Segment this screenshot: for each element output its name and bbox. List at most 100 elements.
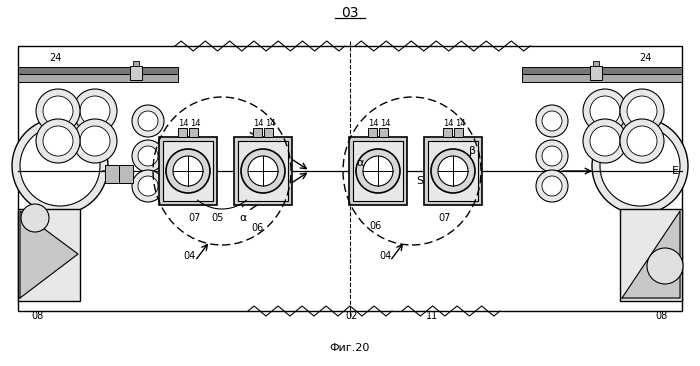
Text: 05: 05 (212, 213, 224, 223)
Circle shape (138, 176, 158, 196)
Text: β: β (468, 146, 475, 156)
Text: 03: 03 (342, 6, 358, 20)
Circle shape (356, 149, 400, 193)
Bar (593, 61, 599, 66)
Text: 04: 04 (379, 251, 391, 261)
Circle shape (73, 119, 117, 163)
Circle shape (542, 146, 562, 166)
Circle shape (583, 119, 627, 163)
Text: 06: 06 (252, 223, 264, 233)
Circle shape (80, 126, 110, 156)
Circle shape (627, 96, 657, 126)
Circle shape (627, 126, 657, 156)
Circle shape (438, 156, 468, 186)
Circle shape (132, 140, 164, 172)
Circle shape (173, 156, 203, 186)
Circle shape (138, 146, 158, 166)
Circle shape (43, 126, 73, 156)
Bar (189, 128, 198, 137)
Text: 06: 06 (369, 221, 381, 231)
Circle shape (73, 89, 117, 133)
Bar (590, 66, 602, 80)
Circle shape (132, 105, 164, 137)
Circle shape (248, 156, 278, 186)
Text: 14: 14 (442, 119, 454, 127)
Bar (443, 128, 452, 137)
Bar (620, 209, 682, 301)
Circle shape (80, 96, 110, 126)
Circle shape (583, 89, 627, 133)
Bar (18, 67, 178, 74)
Bar (119, 165, 133, 183)
Text: 14: 14 (253, 119, 263, 127)
Text: S: S (416, 176, 424, 186)
Text: 04: 04 (184, 251, 196, 261)
Circle shape (36, 119, 80, 163)
Circle shape (600, 126, 680, 206)
Bar (368, 128, 377, 137)
Bar (253, 128, 262, 137)
Bar (522, 67, 682, 74)
Text: 14: 14 (379, 119, 391, 127)
Bar (379, 128, 388, 137)
Bar (238, 141, 288, 201)
Bar (159, 137, 217, 205)
Text: 24: 24 (49, 53, 61, 63)
Bar (130, 66, 142, 80)
Bar (424, 137, 482, 205)
Circle shape (620, 119, 664, 163)
Bar (454, 128, 463, 137)
Circle shape (241, 149, 285, 193)
Bar (234, 137, 292, 205)
Text: 07: 07 (439, 213, 452, 223)
Circle shape (21, 204, 49, 232)
Circle shape (536, 140, 568, 172)
Text: 14: 14 (178, 119, 188, 127)
Text: 08: 08 (32, 311, 44, 321)
Circle shape (20, 126, 100, 206)
Circle shape (592, 118, 688, 214)
Text: 11: 11 (426, 311, 438, 321)
Bar (18, 74, 178, 82)
Bar (133, 61, 139, 66)
Text: 14: 14 (265, 119, 275, 127)
Bar (349, 137, 407, 205)
Text: 14: 14 (455, 119, 466, 127)
Text: α: α (239, 213, 246, 223)
Text: 14: 14 (368, 119, 378, 127)
Bar (428, 141, 478, 201)
Circle shape (536, 105, 568, 137)
Text: 08: 08 (656, 311, 668, 321)
Circle shape (363, 156, 393, 186)
Text: 02: 02 (346, 311, 358, 321)
Circle shape (43, 96, 73, 126)
Text: 07: 07 (189, 213, 201, 223)
Text: 14: 14 (190, 119, 200, 127)
Circle shape (132, 170, 164, 202)
Circle shape (536, 170, 568, 202)
Circle shape (590, 126, 620, 156)
Polygon shape (20, 211, 78, 298)
Bar (522, 74, 682, 82)
Bar (18, 46, 682, 311)
Circle shape (138, 111, 158, 131)
Circle shape (542, 176, 562, 196)
Text: 24: 24 (639, 53, 651, 63)
Text: α: α (356, 158, 364, 168)
Bar (264, 128, 273, 137)
Bar (163, 141, 213, 201)
Circle shape (12, 118, 108, 214)
Circle shape (620, 89, 664, 133)
Circle shape (36, 89, 80, 133)
Circle shape (542, 111, 562, 131)
Bar (18, 209, 80, 301)
Bar (353, 141, 403, 201)
Circle shape (166, 149, 210, 193)
Circle shape (590, 96, 620, 126)
Circle shape (431, 149, 475, 193)
Bar (178, 128, 187, 137)
Circle shape (647, 248, 683, 284)
Text: E: E (671, 166, 678, 176)
Text: Фиг.20: Фиг.20 (330, 343, 370, 353)
Polygon shape (622, 211, 680, 298)
